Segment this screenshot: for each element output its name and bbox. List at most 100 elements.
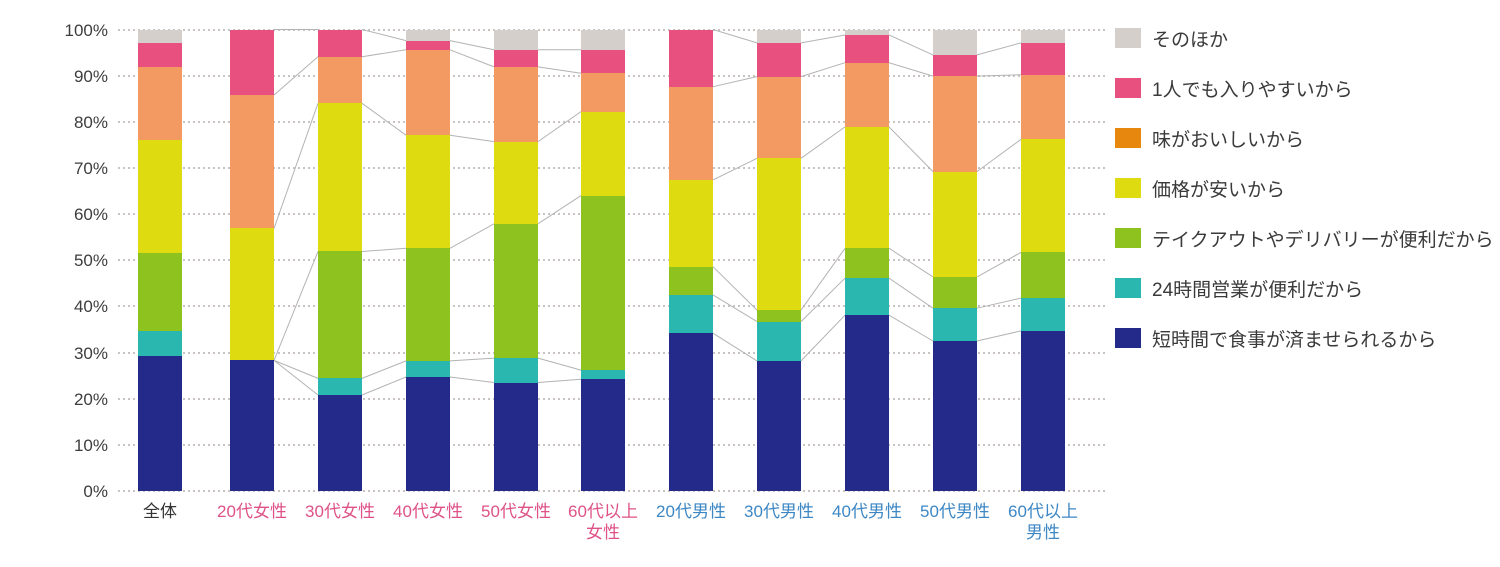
bar-segment [933,171,977,277]
bar-segment [581,379,625,491]
bar-segment [318,395,362,491]
bar-segment [581,195,625,371]
bar-segment [669,333,713,491]
bar-segment [933,308,977,342]
bar-segment [406,248,450,361]
bar-segment [845,29,889,36]
bar-segment [757,29,801,43]
y-axis-tick-label: 10% [73,435,108,455]
bar-segment [933,341,977,491]
bar-segment [1021,139,1065,253]
bar-segment [494,29,538,50]
bar-segment [669,266,713,295]
x-axis-label: 30代女性 [305,502,375,521]
connector-line [449,223,495,249]
connector-line [800,126,846,159]
legend-swatch [1115,28,1141,48]
legend-item: 価格が安いから [1115,177,1286,201]
bar-segment [669,294,713,334]
connector-line [273,103,319,229]
bar-segment [230,95,274,229]
legend-label: 短時間で食事が済ませられるから [1152,329,1437,351]
legend-item: そのほか [1115,27,1229,51]
bar-segment [138,330,182,357]
x-axis-label: 40代女性 [393,502,463,521]
legend-item: テイクアウトやデリバリーが便利だから [1115,227,1494,251]
bar-segment [757,158,801,311]
bar-segment [1021,330,1065,491]
legend-label: そのほか [1152,29,1229,51]
connector-line [449,49,495,68]
connector-line [712,294,758,323]
connector-line [888,314,934,342]
connector-line [712,157,758,181]
bar-segment [757,360,801,491]
connector-line [976,42,1022,56]
connector-line [537,378,582,383]
legend-item: 24時間営業が便利だから [1115,277,1363,301]
legend-swatch [1115,228,1141,248]
connector-line [712,29,758,44]
bar-segment [406,40,450,50]
connector-line [888,126,934,172]
bar-segment [138,29,182,43]
legend-swatch [1115,128,1141,148]
bar-segment [845,248,889,279]
bar-segment [138,356,182,491]
connector-line [800,314,846,362]
connector-line [976,330,1022,342]
legend-item: 1人でも入りやすいから [1115,77,1353,101]
bar-segment [669,179,713,267]
legend-label: 味がおいしいから [1152,129,1305,151]
connector-line [273,359,319,379]
bar-segment [845,35,889,63]
connector-line [273,56,319,96]
connector-line [361,49,407,58]
x-axis-label: 20代女性 [217,502,287,521]
bar-segment [1021,29,1065,43]
y-axis-tick-label: 70% [73,158,108,178]
y-axis-tick-label: 50% [73,251,108,271]
bar-segment [318,29,362,57]
legend-label: テイクアウトやデリバリーが便利だから [1152,229,1494,251]
x-axis-label: 50代女性 [481,502,551,521]
connector-line [361,360,407,379]
bar-segment [318,378,362,395]
bar-segment [581,370,625,380]
connector-line [537,357,582,371]
x-axis-label: 30代男性 [744,502,814,521]
bar-segment [230,29,274,96]
bar-segment [757,42,801,77]
connector-line [800,62,846,78]
y-axis-tick-label: 40% [73,297,108,317]
bar-segment [138,139,182,254]
connector-line [976,297,1022,309]
connector-line [976,74,1022,77]
x-axis-label: 40代男性 [832,502,902,521]
bar-segment [1021,298,1065,331]
legend-swatch [1115,328,1141,348]
connector-line [800,34,846,44]
connector-line [537,111,582,143]
legend-swatch [1115,178,1141,198]
bar-segment [138,66,182,140]
bar-segment [494,358,538,383]
connector-line [449,376,495,383]
connector-line [361,247,407,252]
connector-line [449,134,495,143]
bar-segment [845,278,889,316]
connector-line [449,40,495,51]
plot-area: 0% 10% 20% 30% 40% 50% 60% 70% 80% 90% 100% 全体 20代女… [64,20,1105,542]
y-axis-tick-label: 20% [73,389,108,409]
y-axis-tick-label: 100% [64,20,108,40]
legend-label: 価格が安いから [1152,179,1286,201]
bar-segment [845,62,889,127]
x-axis-label: 20代男性 [656,502,726,521]
bar-segment [406,377,450,491]
bar-segment [406,29,450,41]
x-axis-label: 60代以上 女性 [568,502,638,542]
bar-segment [1021,42,1065,75]
connector-line [712,76,758,88]
y-axis-tick-label: 80% [73,112,108,132]
